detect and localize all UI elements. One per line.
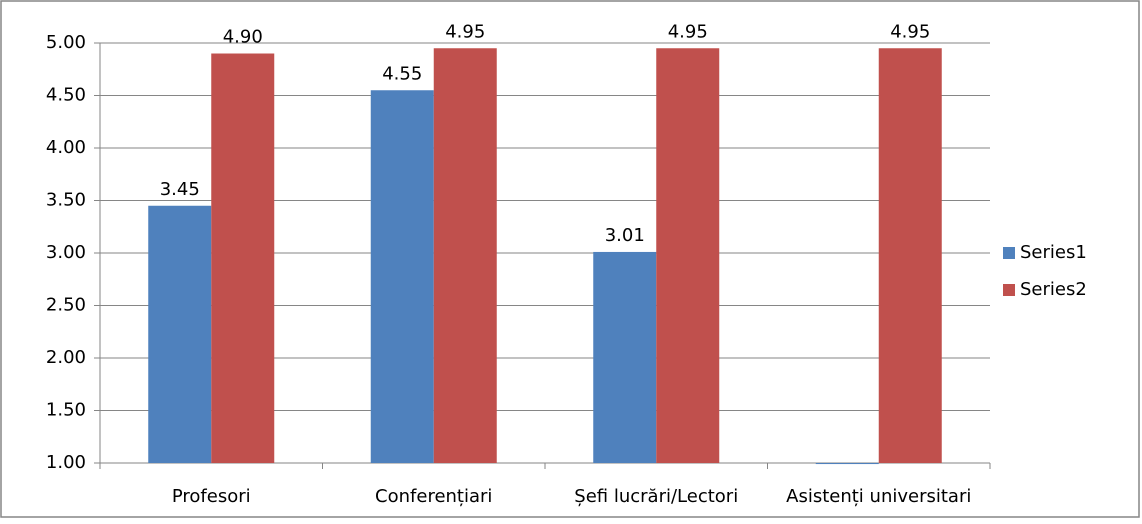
legend-swatch <box>1003 247 1015 259</box>
y-tick-label: 1.00 <box>46 452 86 473</box>
value-label: 4.90 <box>223 27 263 48</box>
value-label: 4.95 <box>890 21 930 42</box>
x-tick-label: Profesori <box>172 486 251 507</box>
legend-label: Series2 <box>1020 279 1087 300</box>
bar <box>593 251 657 463</box>
value-label: 4.95 <box>445 21 485 42</box>
bar <box>656 48 720 463</box>
bar <box>878 48 942 463</box>
x-tick-label: Asistenți universitari <box>786 486 971 507</box>
y-tick-label: 4.00 <box>46 137 86 158</box>
y-tick-label: 3.50 <box>46 190 86 211</box>
y-tick-label: 4.50 <box>46 85 86 106</box>
value-label: 4.95 <box>668 21 708 42</box>
legend-swatch <box>1003 284 1015 296</box>
x-tick-label: Șefi lucrări/Lectori <box>574 486 738 507</box>
bar <box>370 90 434 463</box>
y-tick-label: 5.00 <box>46 32 86 53</box>
bar <box>148 205 212 463</box>
bar <box>433 48 497 463</box>
bar <box>211 53 275 463</box>
y-tick-label: 2.00 <box>46 347 86 368</box>
bar <box>815 463 879 465</box>
x-tick-label: Conferențiari <box>375 486 492 507</box>
y-tick-label: 3.00 <box>46 242 86 263</box>
value-label: 4.55 <box>382 63 422 84</box>
value-label: 3.01 <box>605 225 645 246</box>
y-tick-label: 1.50 <box>46 400 86 421</box>
y-tick-label: 2.50 <box>46 295 86 316</box>
legend-label: Series1 <box>1020 242 1087 263</box>
value-label: 3.45 <box>160 179 200 200</box>
